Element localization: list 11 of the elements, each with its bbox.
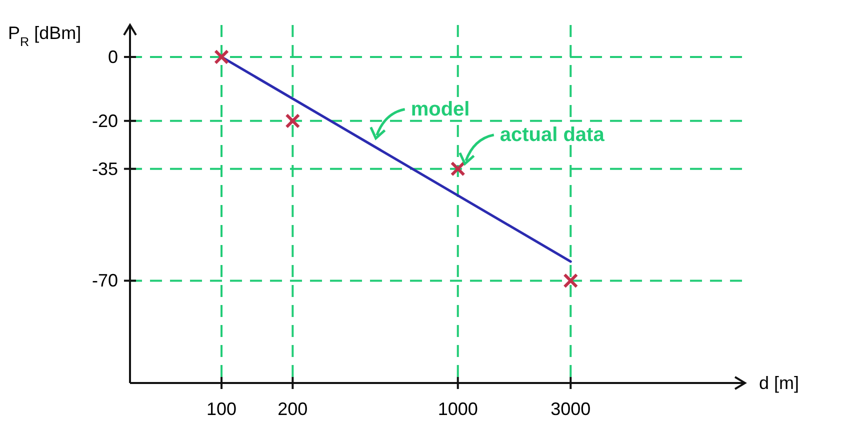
y-tick-label: -35 <box>92 158 118 179</box>
y-tick-label: 0 <box>108 46 118 67</box>
annotation: actual data <box>500 124 606 146</box>
x-tick-label: 100 <box>206 399 237 419</box>
y-tick-label: -20 <box>92 110 118 131</box>
y-axis-title: P$_{R}$ [dBm] <box>8 23 82 49</box>
x-tick-label: 1000 <box>438 399 478 419</box>
x-axis-title: d [m] <box>759 373 800 393</box>
x-tick-label: 3000 <box>550 399 591 419</box>
y-tick-label: -70 <box>92 270 118 291</box>
x-tick-label: 200 <box>278 399 308 419</box>
